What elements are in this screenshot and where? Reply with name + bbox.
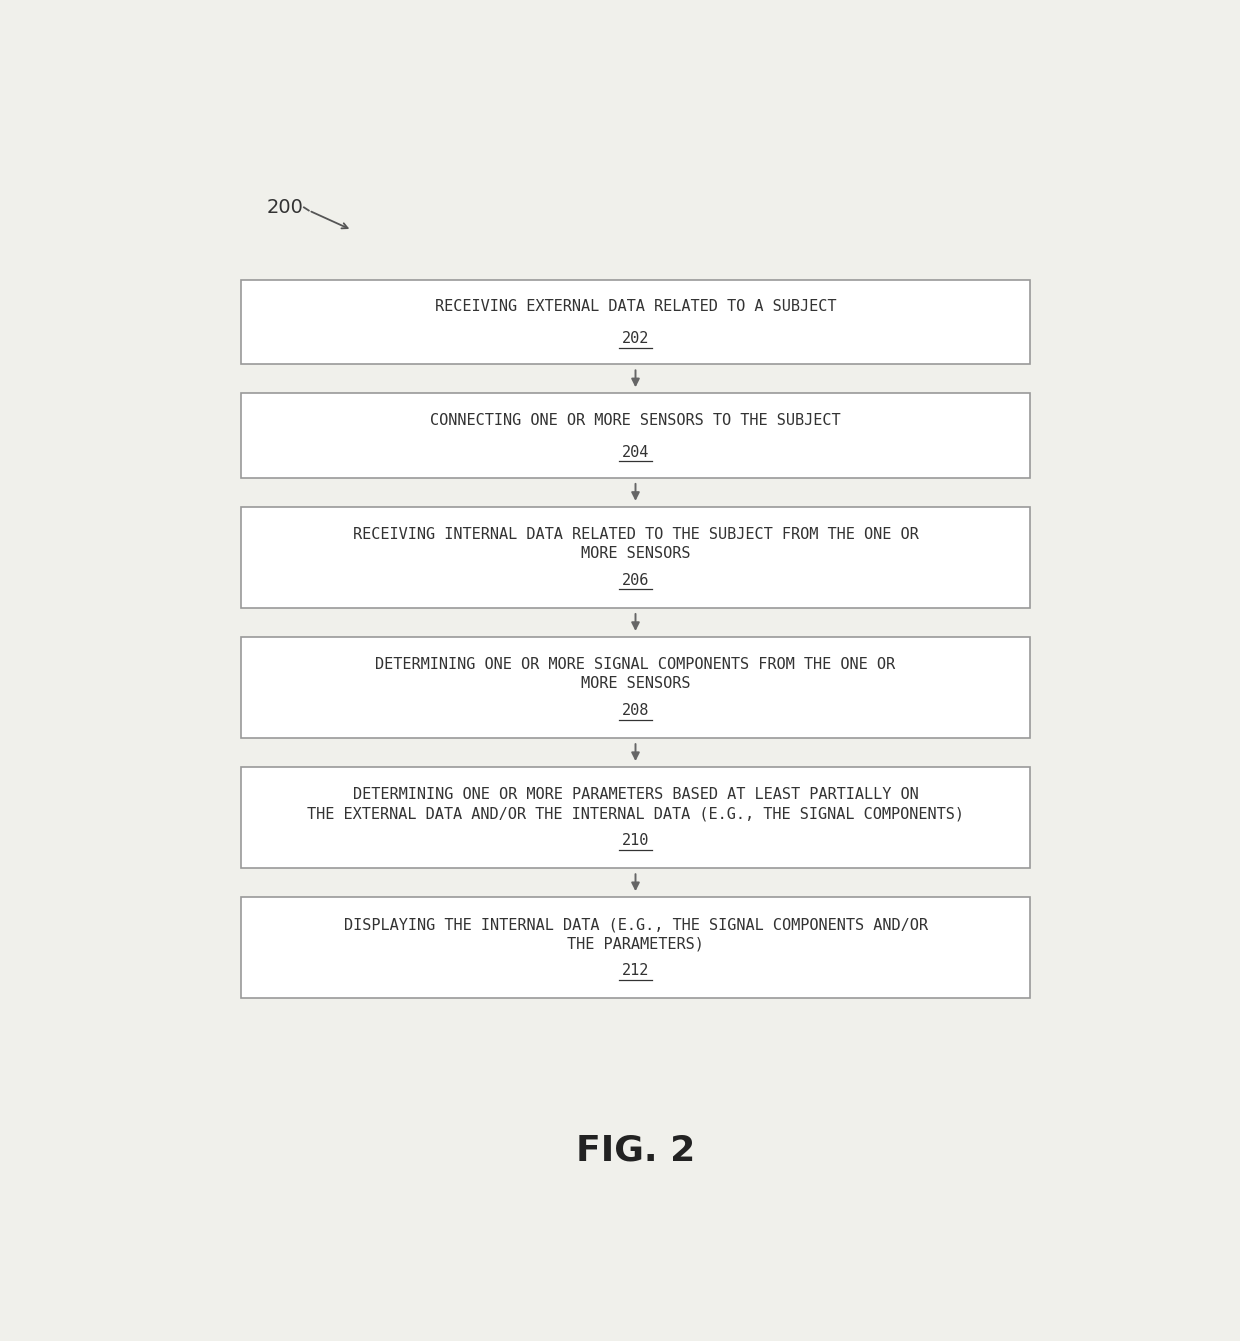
Text: 204: 204	[621, 445, 650, 460]
Text: 202: 202	[621, 331, 650, 346]
Text: THE PARAMETERS): THE PARAMETERS)	[567, 936, 704, 951]
Text: RECEIVING EXTERNAL DATA RELATED TO A SUBJECT: RECEIVING EXTERNAL DATA RELATED TO A SUB…	[435, 299, 836, 314]
Text: 206: 206	[621, 573, 650, 587]
Bar	[242, 637, 1029, 738]
Bar	[242, 767, 1029, 868]
Text: DETERMINING ONE OR MORE PARAMETERS BASED AT LEAST PARTIALLY ON: DETERMINING ONE OR MORE PARAMETERS BASED…	[352, 787, 919, 802]
Text: 208: 208	[621, 703, 650, 717]
Text: DETERMINING ONE OR MORE SIGNAL COMPONENTS FROM THE ONE OR: DETERMINING ONE OR MORE SIGNAL COMPONENT…	[376, 657, 895, 672]
Text: FIG. 2: FIG. 2	[575, 1133, 696, 1167]
Text: THE EXTERNAL DATA AND/OR THE INTERNAL DATA (E.G., THE SIGNAL COMPONENTS): THE EXTERNAL DATA AND/OR THE INTERNAL DA…	[308, 806, 963, 821]
Text: RECEIVING INTERNAL DATA RELATED TO THE SUBJECT FROM THE ONE OR: RECEIVING INTERNAL DATA RELATED TO THE S…	[352, 527, 919, 542]
Text: MORE SENSORS: MORE SENSORS	[580, 546, 691, 561]
Bar	[242, 280, 1029, 365]
Text: 200: 200	[267, 198, 303, 217]
Text: 210: 210	[621, 833, 650, 848]
Bar	[242, 897, 1029, 998]
Text: MORE SENSORS: MORE SENSORS	[580, 676, 691, 691]
Text: CONNECTING ONE OR MORE SENSORS TO THE SUBJECT: CONNECTING ONE OR MORE SENSORS TO THE SU…	[430, 413, 841, 428]
Bar	[242, 507, 1029, 607]
Bar	[242, 393, 1029, 477]
Text: 212: 212	[621, 963, 650, 978]
Text: DISPLAYING THE INTERNAL DATA (E.G., THE SIGNAL COMPONENTS AND/OR: DISPLAYING THE INTERNAL DATA (E.G., THE …	[343, 917, 928, 932]
